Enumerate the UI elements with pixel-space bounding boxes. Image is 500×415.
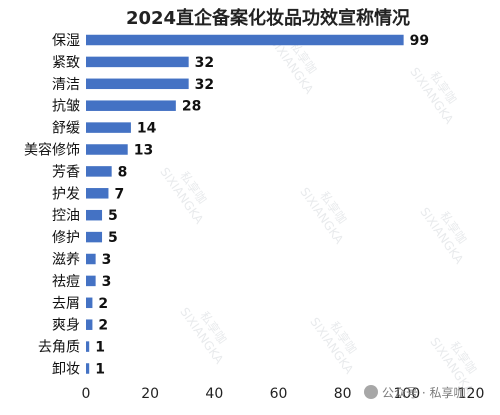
category-label-5: 美容修饰	[24, 142, 80, 159]
category-label-13: 爽身	[52, 318, 80, 334]
bar-15	[86, 363, 90, 374]
category-label-4: 舒缓	[52, 121, 80, 137]
category-label-1: 紧致	[52, 55, 80, 71]
value-label-13: 2	[98, 318, 108, 334]
value-label-2: 32	[195, 77, 214, 93]
category-label-12: 去屑	[52, 296, 80, 312]
bar-0	[86, 34, 404, 46]
bar-3	[86, 100, 176, 111]
bar-7	[86, 188, 109, 199]
category-label-3: 抗皱	[52, 99, 80, 115]
bar-1	[86, 56, 189, 68]
x-tick-label-1: 20	[141, 386, 159, 402]
category-label-8: 控油	[52, 208, 80, 224]
category-label-10: 滋养	[52, 252, 80, 268]
value-label-12: 2	[98, 296, 108, 312]
x-tick-label-0: 0	[82, 386, 91, 402]
x-axis: 0 20 40 60 80 100 120	[82, 386, 485, 402]
value-label-7: 7	[114, 186, 124, 202]
category-label-7: 护发	[52, 186, 80, 202]
category-label-6: 芳香	[52, 163, 80, 180]
value-label-6: 8	[118, 164, 128, 180]
wechat-icon	[364, 385, 378, 399]
bars-layer	[86, 34, 404, 374]
bar-11	[86, 275, 96, 287]
x-tick-label-2: 40	[205, 386, 223, 402]
bar-9	[86, 231, 103, 243]
value-label-5: 13	[134, 143, 153, 159]
value-label-11: 3	[102, 274, 112, 290]
x-tick-label-3: 60	[270, 386, 288, 402]
category-label-15: 卸妆	[52, 362, 80, 378]
chart-title: 2024直企备案化妆品功效宣称情况	[126, 7, 410, 29]
category-label-11: 祛痘	[52, 274, 80, 290]
bar-10	[86, 253, 96, 265]
value-label-3: 28	[182, 99, 201, 115]
bar-4	[86, 122, 131, 133]
value-label-15: 1	[95, 362, 105, 378]
bar-2	[86, 78, 189, 90]
value-label-10: 3	[102, 252, 112, 268]
x-tick-label-6: 120	[458, 386, 485, 402]
value-label-4: 14	[137, 121, 157, 137]
value-label-8: 5	[108, 208, 118, 224]
x-tick-label-5: 100	[393, 386, 420, 402]
value-label-14: 1	[95, 340, 105, 356]
bar-13	[86, 319, 93, 330]
watermark-source: 公众号 · 私享咖	[364, 385, 465, 400]
category-label-0: 保湿	[52, 33, 80, 49]
bar-6	[86, 166, 112, 177]
bar-5	[86, 144, 128, 155]
bar-8	[86, 209, 103, 221]
value-label-0: 99	[410, 33, 429, 49]
category-label-14: 去角质	[38, 340, 80, 356]
watermark-source-text: 公众号 · 私享咖	[382, 385, 465, 400]
x-tick-label-4: 80	[334, 386, 352, 402]
bar-12	[86, 297, 93, 309]
value-label-9: 5	[108, 230, 118, 246]
value-label-1: 32	[195, 55, 214, 71]
category-label-9: 修护	[52, 230, 80, 246]
bar-14	[86, 341, 90, 352]
category-label-2: 清洁	[52, 77, 80, 93]
